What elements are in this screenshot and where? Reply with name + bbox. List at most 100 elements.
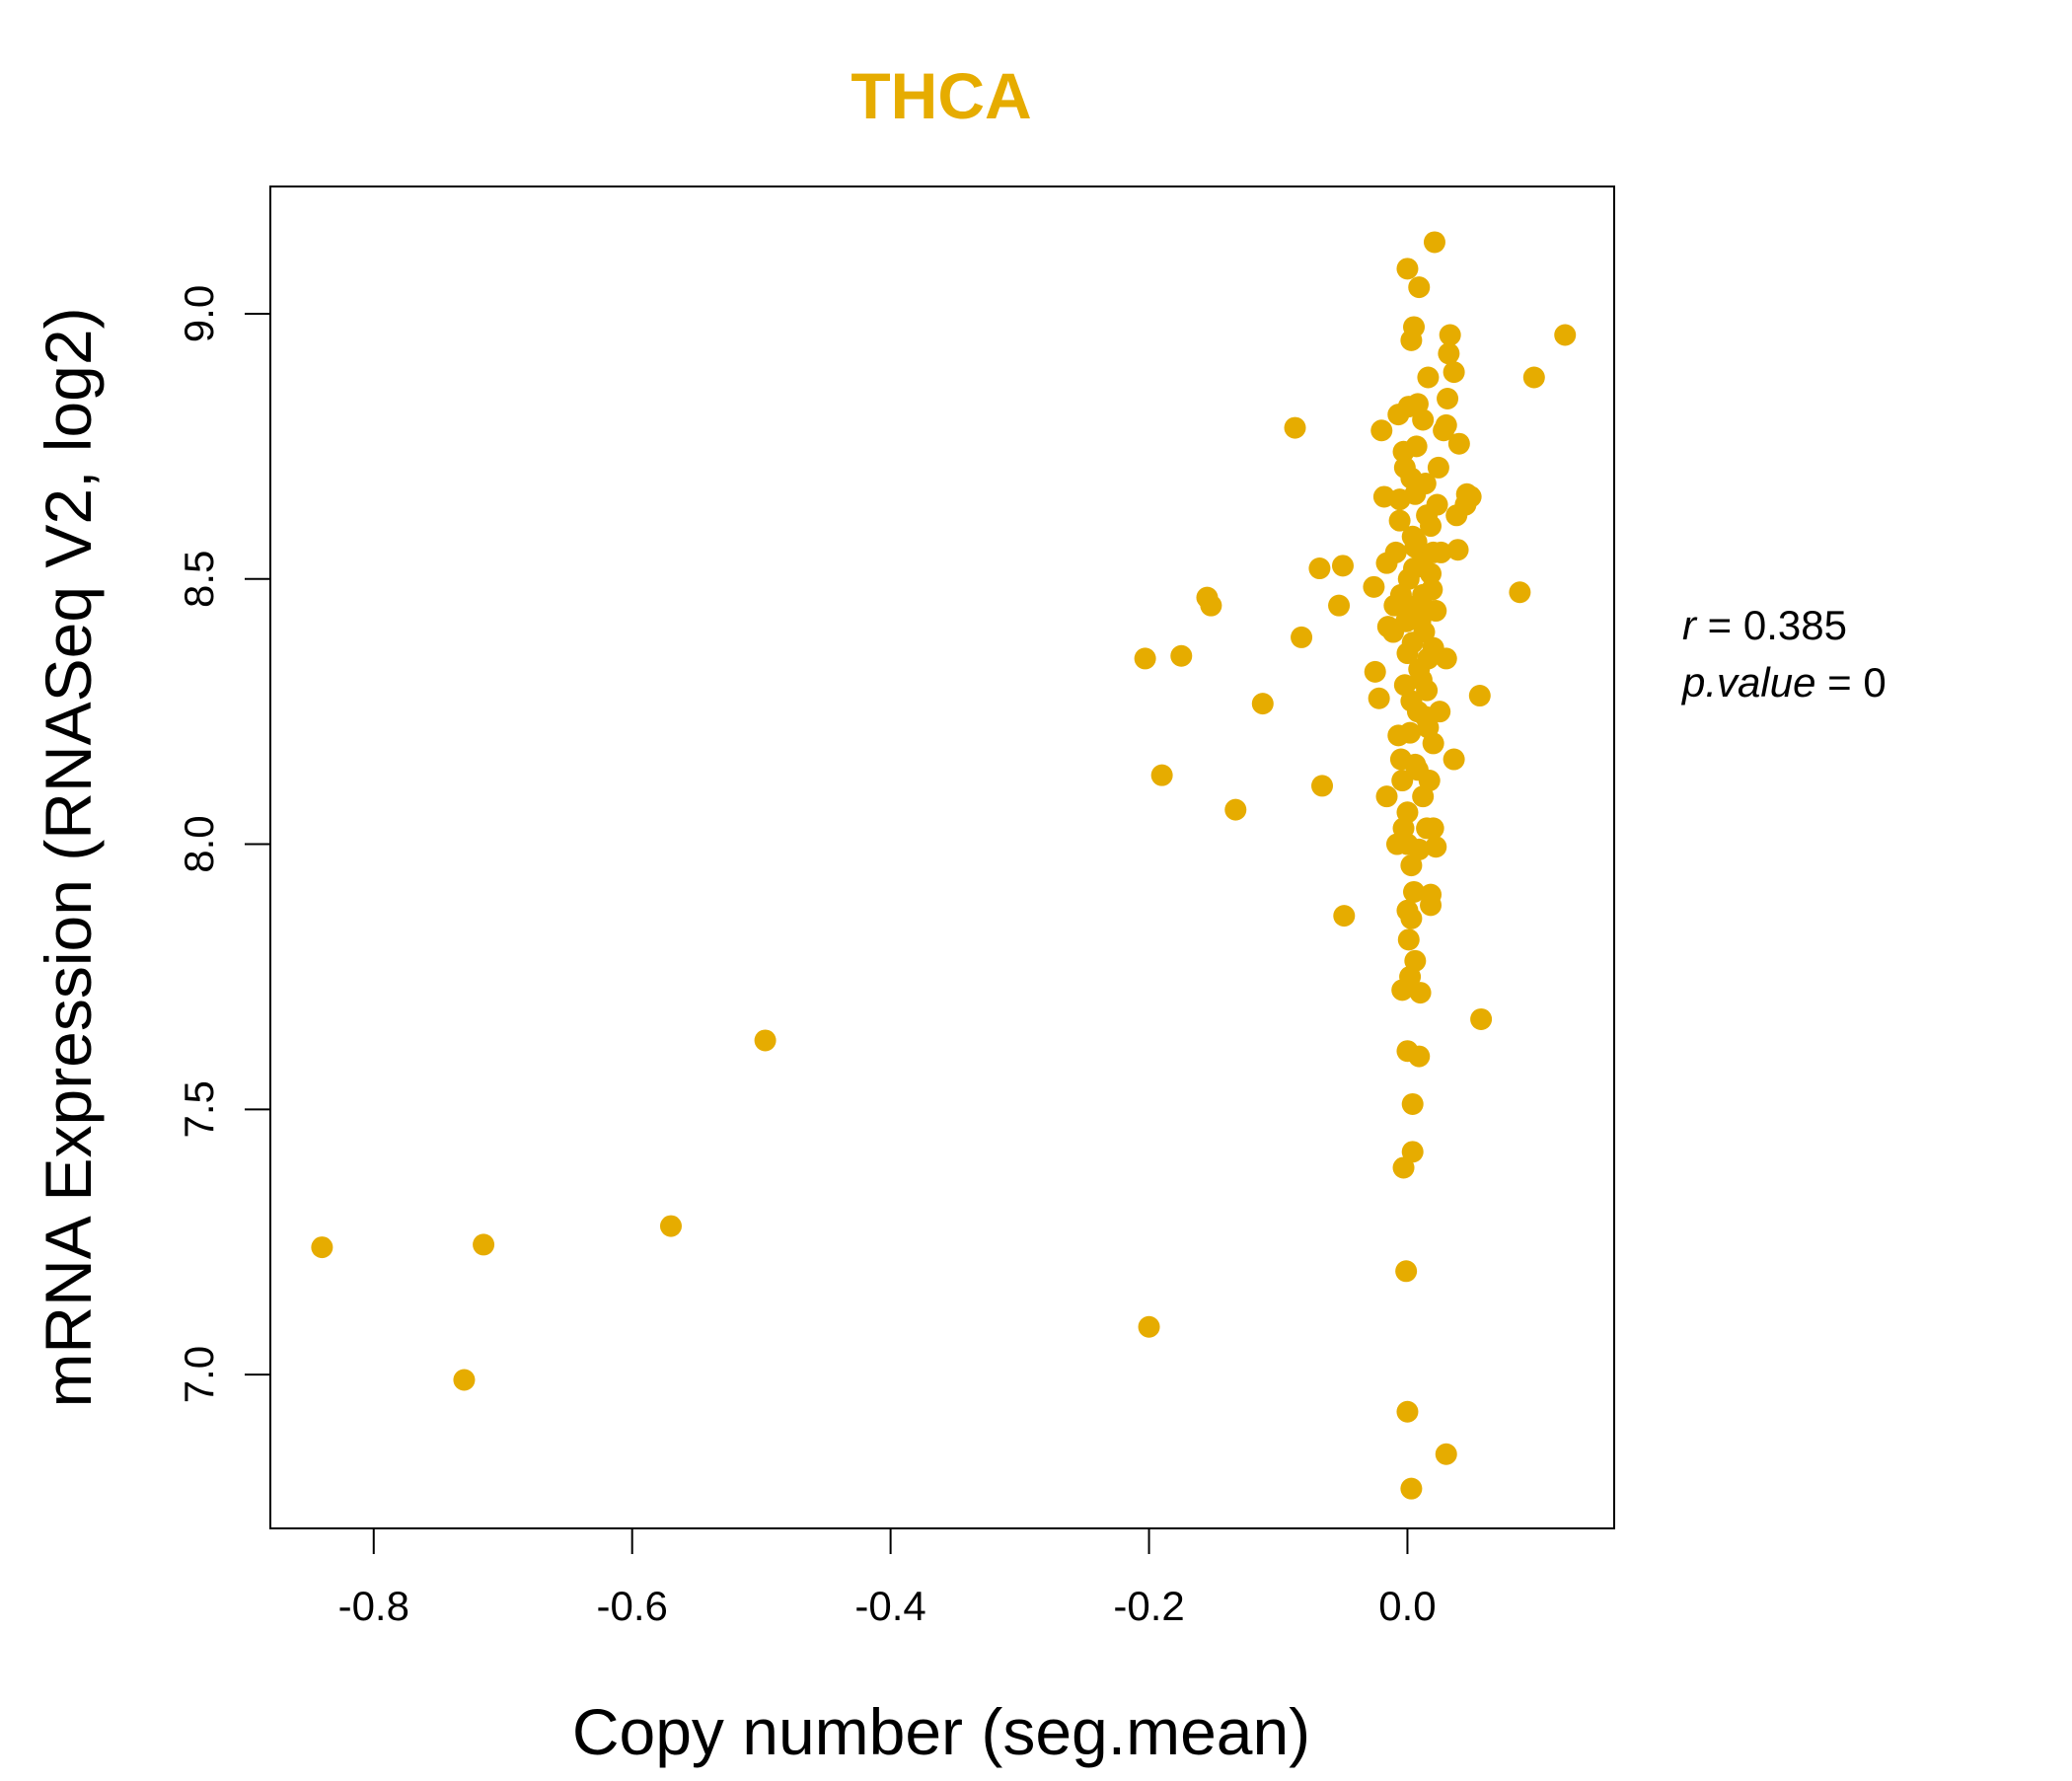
data-point — [1417, 366, 1440, 389]
data-point — [1170, 644, 1193, 667]
data-point — [1363, 575, 1385, 598]
data-point — [1416, 679, 1439, 702]
data-point — [1430, 541, 1452, 563]
data-point — [1438, 342, 1460, 365]
data-point — [1396, 258, 1419, 280]
data-point — [1375, 785, 1398, 808]
data-point — [1401, 1141, 1424, 1163]
data-point — [1470, 1007, 1493, 1030]
data-point — [1397, 567, 1420, 590]
data-point — [1406, 759, 1429, 781]
y-tick-label: 7.0 — [176, 1346, 222, 1403]
stat-p-label: p.value — [1680, 659, 1815, 705]
data-point — [1408, 838, 1431, 860]
data-point — [1426, 493, 1448, 516]
x-tick-label: -0.2 — [1113, 1583, 1184, 1629]
data-point — [1400, 329, 1423, 351]
data-point — [1405, 531, 1428, 554]
x-tick-label: 0.0 — [1378, 1583, 1436, 1629]
correlation-stats: r = 0.385 p.value = 0 — [1680, 602, 1887, 705]
data-point — [754, 1029, 777, 1052]
data-point — [1368, 687, 1390, 709]
data-point — [1396, 642, 1419, 665]
data-point — [1420, 883, 1443, 906]
data-point — [1150, 764, 1173, 786]
data-point — [1400, 690, 1423, 712]
data-point — [1439, 324, 1461, 346]
data-point — [1384, 541, 1407, 563]
x-tick-label: -0.8 — [338, 1583, 409, 1629]
y-tick-label: 8.5 — [176, 551, 222, 608]
data-point — [1396, 899, 1419, 922]
data-point — [1443, 361, 1465, 384]
x-tick-label: -0.6 — [597, 1583, 668, 1629]
data-point — [1408, 658, 1431, 681]
data-point — [1364, 660, 1386, 683]
data-point — [1395, 1260, 1418, 1283]
data-point — [1396, 1040, 1419, 1063]
data-point — [1391, 770, 1414, 792]
data-point — [1412, 408, 1435, 431]
data-point — [1522, 366, 1545, 389]
data-point — [1421, 578, 1443, 601]
data-point — [1413, 621, 1436, 643]
data-point — [1405, 435, 1428, 458]
data-point — [1423, 231, 1445, 254]
data-point — [1370, 419, 1393, 442]
data-point — [1554, 324, 1577, 346]
data-point — [1138, 1315, 1160, 1338]
data-point — [1401, 1092, 1424, 1115]
x-axis-label: Copy number (seg.mean) — [572, 1695, 1310, 1768]
data-point — [1388, 509, 1411, 532]
stat-p: p.value = 0 — [1680, 659, 1887, 705]
data-point — [1389, 748, 1412, 771]
data-point — [1404, 949, 1427, 972]
stat-r: r = 0.385 — [1682, 602, 1847, 648]
data-point — [1447, 432, 1470, 455]
data-point — [1395, 610, 1418, 632]
data-point — [1509, 581, 1531, 604]
data-point — [1284, 416, 1306, 439]
data-point — [1403, 880, 1426, 903]
y-tick-label: 8.0 — [176, 815, 222, 872]
data-point — [311, 1236, 333, 1259]
data-point — [1446, 539, 1469, 561]
data-point — [1422, 732, 1444, 755]
data-point — [1291, 626, 1313, 648]
data-point — [1134, 647, 1156, 670]
stat-p-value: 0 — [1863, 659, 1886, 705]
data-point — [1435, 1443, 1457, 1465]
stat-r-equals: = — [1708, 602, 1743, 648]
data-point — [1433, 419, 1455, 442]
x-axis: -0.8 -0.6 -0.4 -0.2 0.0 — [338, 1527, 1437, 1629]
data-point — [1410, 594, 1433, 617]
data-point — [1408, 276, 1431, 299]
data-point — [1409, 982, 1432, 1004]
data-point — [1454, 493, 1477, 516]
data-point — [453, 1369, 476, 1391]
data-point — [1331, 555, 1354, 577]
data-point — [1399, 721, 1422, 744]
data-point — [1427, 456, 1449, 479]
data-point — [1400, 467, 1423, 489]
data-point — [1420, 562, 1443, 585]
data-point — [1443, 748, 1465, 771]
data-point — [1200, 594, 1222, 617]
y-axis: 7.0 7.5 8.0 8.5 9.0 — [176, 285, 271, 1403]
data-point — [1311, 775, 1334, 797]
data-point — [1328, 594, 1351, 617]
stat-p-equals: = — [1827, 659, 1863, 705]
data-point — [1392, 817, 1415, 840]
y-tick-label: 9.0 — [176, 285, 222, 342]
data-point — [1333, 905, 1356, 928]
data-point — [1422, 817, 1444, 840]
data-point — [1468, 685, 1491, 707]
data-point — [659, 1215, 682, 1237]
y-tick-label: 7.5 — [176, 1080, 222, 1138]
data-point — [1392, 1156, 1415, 1179]
data-point — [1425, 836, 1447, 858]
data-points — [311, 231, 1577, 1500]
chart-title: THCA — [851, 59, 1031, 132]
